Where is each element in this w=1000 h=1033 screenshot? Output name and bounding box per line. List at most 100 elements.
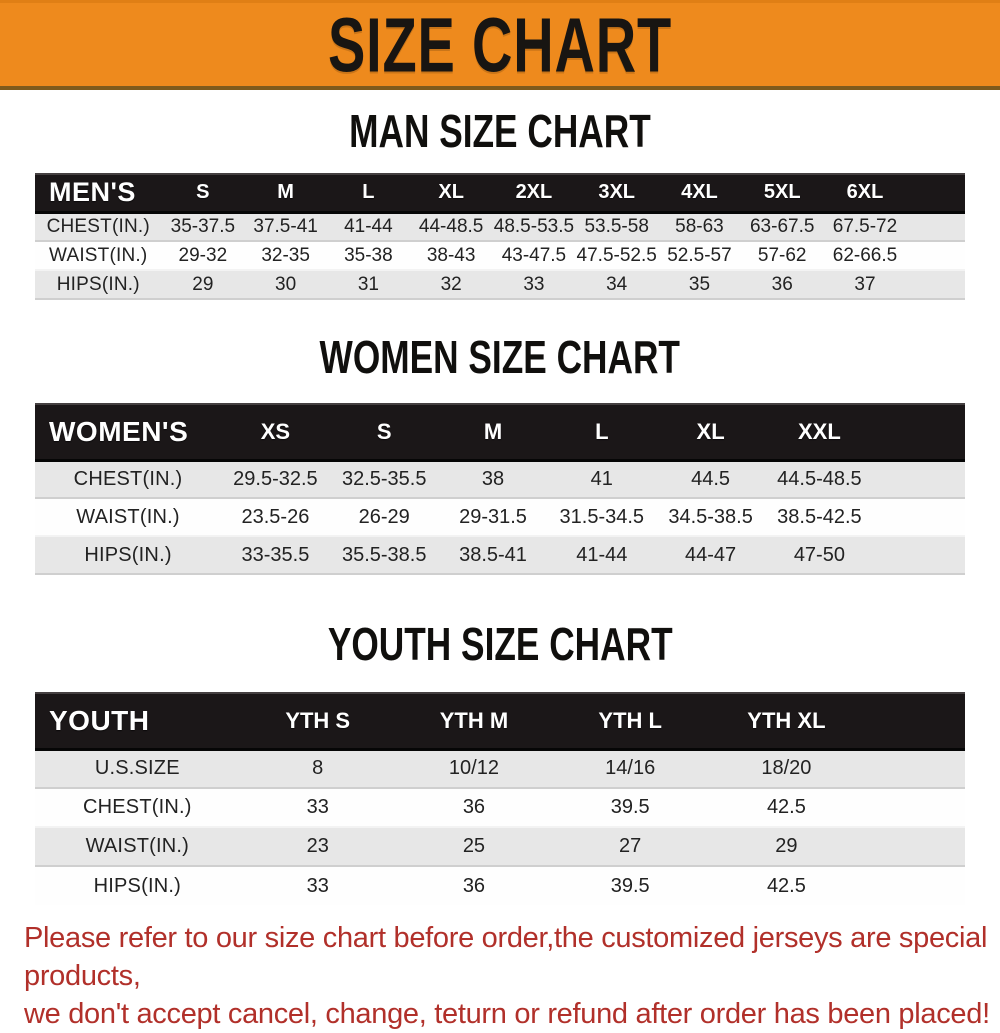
- order-notice-line-1: Please refer to our size chart before or…: [24, 922, 988, 992]
- men-section-heading: MAN SIZE CHART: [0, 106, 1000, 158]
- cell: 33: [239, 866, 396, 905]
- cell: 33: [239, 788, 396, 827]
- cell: 29.5-32.5: [221, 459, 330, 499]
- size-chart-banner: SIZE CHART: [0, 0, 1000, 90]
- cell: 8: [239, 748, 396, 789]
- row-label: CHEST(IN.): [35, 211, 162, 242]
- cell: 38.5-42.5: [765, 498, 874, 536]
- men-size-col: 2XL: [492, 173, 576, 214]
- row-label: WAIST(IN.): [35, 498, 222, 536]
- row-label: WAIST(IN.): [35, 826, 240, 867]
- row-label: HIPS(IN.): [35, 866, 240, 905]
- youth-table-title: YOUTH: [35, 692, 240, 751]
- spacer-cell: [873, 535, 965, 575]
- cell: 44.5: [656, 459, 765, 499]
- cell: 44.5-48.5: [765, 459, 874, 499]
- row-label: WAIST(IN.): [35, 241, 162, 270]
- cell: 35-38: [327, 241, 410, 270]
- spacer-cell: [906, 173, 965, 214]
- cell: 35.5-38.5: [329, 535, 439, 575]
- cell: 41-44: [547, 535, 657, 575]
- cell: 29: [708, 826, 865, 867]
- men-waist-row: WAIST(IN.) 29-32 32-35 35-38 38-43 43-47…: [35, 241, 965, 270]
- youth-header-row: YOUTH YTH S YTH M YTH L YTH XL: [35, 692, 965, 751]
- row-label: HIPS(IN.): [35, 269, 162, 300]
- women-chest-row: CHEST(IN.) 29.5-32.5 32.5-35.5 38 41 44.…: [35, 459, 965, 499]
- cell: 39.5: [552, 866, 709, 905]
- cell: 23: [239, 826, 396, 867]
- men-size-col: 6XL: [823, 173, 907, 214]
- row-label: HIPS(IN.): [35, 535, 222, 575]
- cell: 37.5-41: [244, 211, 327, 242]
- men-size-col: 4XL: [658, 173, 741, 214]
- cell: 41: [547, 459, 657, 499]
- men-size-col: M: [244, 173, 327, 214]
- spacer-cell: [864, 826, 965, 867]
- youth-waist-row: WAIST(IN.) 23 25 27 29: [35, 826, 965, 867]
- men-chest-row: CHEST(IN.) 35-37.5 37.5-41 41-44 44-48.5…: [35, 211, 965, 242]
- spacer-cell: [864, 748, 965, 789]
- cell: 47-50: [765, 535, 874, 575]
- cell: 23.5-26: [221, 498, 330, 536]
- youth-ussize-row: U.S.SIZE 8 10/12 14/16 18/20: [35, 748, 965, 789]
- cell: 62-66.5: [823, 241, 907, 270]
- cell: 31: [327, 269, 410, 300]
- women-header-row: WOMEN'S XS S M L XL XXL: [35, 403, 965, 462]
- women-size-col: XXL: [765, 403, 874, 462]
- men-size-col: L: [327, 173, 410, 214]
- cell: 38-43: [409, 241, 493, 270]
- cell: 33-35.5: [221, 535, 330, 575]
- men-size-col: 3XL: [575, 173, 659, 214]
- row-label: CHEST(IN.): [35, 788, 240, 827]
- order-notice-line-2: we don't accept cancel, change, teturn o…: [24, 998, 990, 1030]
- cell: 33: [492, 269, 576, 300]
- row-label: CHEST(IN.): [35, 459, 222, 499]
- cell: 42.5: [708, 866, 865, 905]
- women-table-title: WOMEN'S: [35, 403, 222, 462]
- cell: 47.5-52.5: [575, 241, 659, 270]
- cell: 53.5-58: [575, 211, 659, 242]
- spacer-cell: [864, 692, 965, 751]
- cell: 36: [740, 269, 824, 300]
- men-hips-row: HIPS(IN.) 29 30 31 32 33 34 35 36 37: [35, 269, 965, 300]
- women-size-col: S: [329, 403, 439, 462]
- cell: 44-48.5: [409, 211, 493, 242]
- youth-chest-row: CHEST(IN.) 33 36 39.5 42.5: [35, 788, 965, 827]
- cell: 35-37.5: [161, 211, 245, 242]
- men-header-row: MEN'S S M L XL 2XL 3XL 4XL 5XL 6XL: [35, 173, 965, 214]
- row-label: U.S.SIZE: [35, 748, 240, 789]
- cell: 38.5-41: [438, 535, 548, 575]
- cell: 27: [552, 826, 709, 867]
- cell: 34.5-38.5: [656, 498, 765, 536]
- cell: 31.5-34.5: [547, 498, 657, 536]
- spacer-cell: [873, 498, 965, 536]
- spacer-cell: [873, 459, 965, 499]
- spacer-cell: [906, 269, 965, 300]
- men-size-col: XL: [409, 173, 493, 214]
- cell: 29-32: [161, 241, 245, 270]
- order-notice: Please refer to our size chart before or…: [0, 919, 1000, 1033]
- men-size-col: 5XL: [740, 173, 824, 214]
- women-heading-text: WOMEN SIZE CHART: [319, 332, 681, 384]
- cell: 63-67.5: [740, 211, 824, 242]
- women-size-col: XS: [221, 403, 330, 462]
- men-size-table: MEN'S S M L XL 2XL 3XL 4XL 5XL 6XL CHEST…: [35, 173, 965, 300]
- cell: 57-62: [740, 241, 824, 270]
- cell: 37: [823, 269, 907, 300]
- cell: 10/12: [395, 748, 553, 789]
- spacer-cell: [864, 866, 965, 905]
- men-size-col: S: [161, 173, 245, 214]
- spacer-cell: [864, 788, 965, 827]
- cell: 32.5-35.5: [329, 459, 439, 499]
- men-heading-text: MAN SIZE CHART: [349, 106, 651, 158]
- cell: 48.5-53.5: [492, 211, 576, 242]
- cell: 67.5-72: [823, 211, 907, 242]
- cell: 38: [438, 459, 548, 499]
- cell: 25: [395, 826, 553, 867]
- cell: 26-29: [329, 498, 439, 536]
- youth-heading-text: YOUTH SIZE CHART: [327, 619, 673, 671]
- women-size-col: XL: [656, 403, 765, 462]
- women-size-table: WOMEN'S XS S M L XL XXL CHEST(IN.) 29.5-…: [35, 403, 965, 575]
- spacer-cell: [906, 241, 965, 270]
- women-hips-row: HIPS(IN.) 33-35.5 35.5-38.5 38.5-41 41-4…: [35, 535, 965, 575]
